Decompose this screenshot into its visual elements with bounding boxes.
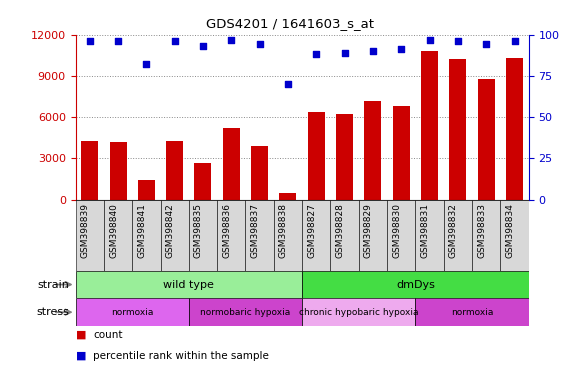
Bar xyxy=(76,200,104,271)
Text: ■: ■ xyxy=(76,351,86,361)
Text: GSM398833: GSM398833 xyxy=(477,203,486,258)
Bar xyxy=(472,200,500,271)
Text: GSM398838: GSM398838 xyxy=(279,203,288,258)
Bar xyxy=(302,298,415,326)
Text: dmDys: dmDys xyxy=(396,280,435,290)
Bar xyxy=(138,180,155,200)
Text: GSM398827: GSM398827 xyxy=(307,203,316,258)
Text: GSM398842: GSM398842 xyxy=(166,203,175,258)
Text: GSM398836: GSM398836 xyxy=(223,203,231,258)
Bar xyxy=(359,200,387,271)
Point xyxy=(453,38,462,44)
Text: stress: stress xyxy=(37,307,70,317)
Bar xyxy=(331,200,359,271)
Text: GDS4201 / 1641603_s_at: GDS4201 / 1641603_s_at xyxy=(206,17,375,30)
Point xyxy=(482,41,491,48)
Point xyxy=(425,36,434,43)
Text: GSM398839: GSM398839 xyxy=(81,203,89,258)
Bar xyxy=(76,298,189,326)
Text: GSM398841: GSM398841 xyxy=(137,203,146,258)
Point xyxy=(85,38,94,44)
Point xyxy=(227,36,236,43)
Bar xyxy=(274,200,302,271)
Text: count: count xyxy=(93,330,123,340)
Point xyxy=(340,50,349,56)
Bar xyxy=(387,200,415,271)
Bar xyxy=(251,146,268,200)
Bar xyxy=(302,271,529,298)
Bar xyxy=(308,112,325,200)
Point xyxy=(311,51,321,58)
Text: GSM398828: GSM398828 xyxy=(336,203,345,258)
Bar xyxy=(160,200,189,271)
Point xyxy=(113,38,123,44)
Bar xyxy=(279,193,296,200)
Text: chronic hypobaric hypoxia: chronic hypobaric hypoxia xyxy=(299,308,418,317)
Text: strain: strain xyxy=(38,280,70,290)
Bar xyxy=(189,298,302,326)
Bar xyxy=(450,60,467,200)
Point xyxy=(198,43,207,49)
Bar xyxy=(478,79,495,200)
Bar xyxy=(81,141,98,200)
Bar xyxy=(223,128,240,200)
Text: GSM398834: GSM398834 xyxy=(505,203,515,258)
Point xyxy=(255,41,264,48)
Bar xyxy=(132,200,160,271)
Text: GSM398832: GSM398832 xyxy=(449,203,458,258)
Bar xyxy=(76,271,302,298)
Text: GSM398840: GSM398840 xyxy=(109,203,118,258)
Bar xyxy=(189,200,217,271)
Text: GSM398831: GSM398831 xyxy=(421,203,429,258)
Bar xyxy=(104,200,132,271)
Text: GSM398835: GSM398835 xyxy=(194,203,203,258)
Point xyxy=(170,38,180,44)
Point xyxy=(397,46,406,53)
Bar xyxy=(166,141,183,200)
Text: normobaric hypoxia: normobaric hypoxia xyxy=(200,308,290,317)
Bar xyxy=(415,298,529,326)
Point xyxy=(284,81,293,87)
Bar xyxy=(506,58,523,200)
Bar xyxy=(302,200,331,271)
Bar xyxy=(110,142,127,200)
Bar xyxy=(336,114,353,200)
Text: wild type: wild type xyxy=(163,280,214,290)
Text: normoxia: normoxia xyxy=(111,308,153,317)
Text: GSM398837: GSM398837 xyxy=(250,203,260,258)
Point xyxy=(368,48,378,54)
Bar xyxy=(393,106,410,200)
Point xyxy=(510,38,519,44)
Bar xyxy=(246,200,274,271)
Text: GSM398830: GSM398830 xyxy=(392,203,401,258)
Text: ■: ■ xyxy=(76,330,86,340)
Text: GSM398829: GSM398829 xyxy=(364,203,373,258)
Bar xyxy=(415,200,444,271)
Bar xyxy=(364,101,382,200)
Text: normoxia: normoxia xyxy=(451,308,493,317)
Bar xyxy=(444,200,472,271)
Point xyxy=(142,61,151,67)
Bar xyxy=(421,51,438,200)
Bar xyxy=(195,162,211,200)
Bar xyxy=(500,200,529,271)
Text: percentile rank within the sample: percentile rank within the sample xyxy=(93,351,269,361)
Bar xyxy=(217,200,246,271)
